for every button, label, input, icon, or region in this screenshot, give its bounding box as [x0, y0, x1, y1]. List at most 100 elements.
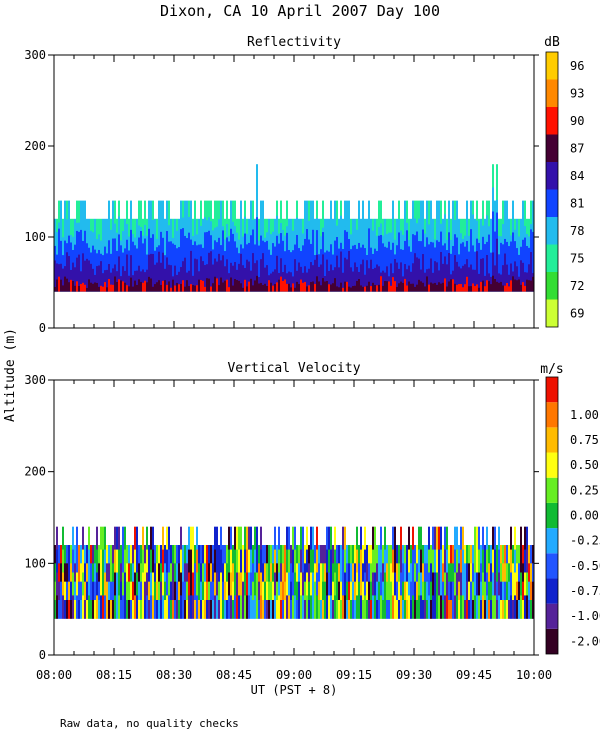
reflectivity-cell [502, 265, 504, 292]
reflectivity-cell [354, 285, 356, 292]
velocity-cell [498, 549, 500, 573]
velocity-cell [318, 545, 320, 564]
velocity-cell [180, 595, 182, 619]
velocity-cell [60, 600, 62, 619]
velocity-cell [198, 581, 200, 601]
velocity-cell [444, 549, 446, 573]
velocity-cell [472, 581, 474, 601]
reflectivity-cell [324, 252, 326, 292]
velocity-cell [98, 600, 100, 619]
reflectivity-cell [456, 284, 458, 292]
reflectivity-cell [138, 279, 140, 292]
reflectivity-cell [342, 249, 344, 292]
reflectivity-cell [86, 258, 88, 292]
reflectivity-cell [306, 229, 308, 292]
velocity-cell [118, 526, 120, 551]
velocity-cell [114, 595, 116, 619]
velocity-cell [248, 549, 250, 573]
velocity-cell [420, 549, 422, 573]
velocity-cell [530, 545, 532, 564]
reflectivity-cell [344, 257, 346, 292]
velocity-cell [182, 600, 184, 619]
velocity-cell [218, 545, 220, 564]
colorbar-swatch [546, 107, 558, 135]
velocity-cell [316, 526, 318, 551]
velocity-cell [122, 549, 124, 573]
reflectivity-cell [530, 252, 532, 292]
reflectivity-cell [142, 269, 144, 292]
velocity-cell [388, 545, 390, 564]
velocity-cell [62, 595, 64, 619]
reflectivity-cell [382, 243, 384, 292]
reflectivity-cell [220, 260, 222, 292]
velocity-cell [128, 563, 130, 583]
reflectivity-cell [184, 257, 186, 292]
reflectivity-cell [264, 242, 266, 292]
velocity-cell [430, 563, 432, 583]
reflectivity-cell [160, 284, 162, 292]
velocity-cell [472, 600, 474, 619]
velocity-cell [292, 572, 294, 596]
velocity-cell [136, 526, 138, 551]
velocity-cell [286, 572, 288, 596]
velocity-cell [364, 526, 366, 551]
reflectivity-cell [112, 284, 114, 292]
velocity-cell [142, 526, 144, 551]
velocity-cell [482, 549, 484, 573]
reflectivity-cell [178, 284, 180, 292]
reflectivity-cell [372, 282, 374, 292]
velocity-cell [384, 526, 386, 551]
velocity-cell [354, 563, 356, 583]
reflectivity-cell [416, 284, 418, 292]
x-tick-label: 09:45 [456, 668, 492, 682]
velocity-cell [382, 563, 384, 583]
velocity-cell [250, 572, 252, 596]
reflectivity-cell [362, 259, 364, 292]
velocity-cell [274, 526, 276, 551]
velocity-cell [204, 600, 206, 619]
velocity-cell [98, 545, 100, 564]
velocity-cell [88, 595, 90, 619]
reflectivity-cell [196, 259, 198, 292]
velocity-cell [484, 563, 486, 583]
reflectivity-cell [408, 265, 410, 292]
velocity-cell [224, 600, 226, 619]
velocity-cell [138, 563, 140, 583]
velocity-cell [234, 549, 236, 573]
velocity-cell [470, 545, 472, 564]
velocity-cell [374, 549, 376, 573]
velocity-cell [210, 563, 212, 583]
velocity-cell [428, 549, 430, 573]
velocity-cell [124, 572, 126, 596]
reflectivity-cell [512, 276, 514, 292]
reflectivity-cell [182, 261, 184, 292]
reflectivity-cell [470, 229, 472, 292]
velocity-cell [460, 572, 462, 596]
velocity-cell [270, 581, 272, 601]
velocity-cell [374, 526, 376, 551]
velocity-cell [54, 545, 56, 564]
velocity-cell [436, 572, 438, 596]
velocity-cell [106, 600, 108, 619]
velocity-cell [460, 549, 462, 573]
velocity-cell [428, 526, 430, 551]
velocity-cell [242, 581, 244, 601]
reflectivity-cell [492, 275, 494, 292]
velocity-cell [470, 563, 472, 583]
velocity-cell [268, 545, 270, 564]
reflectivity-cell [110, 284, 112, 292]
velocity-cell [330, 595, 332, 619]
reflectivity-cell [262, 253, 264, 292]
velocity-cell [268, 581, 270, 601]
velocity-cell [474, 595, 476, 619]
reflectivity-cell [410, 283, 412, 292]
velocity-cell [424, 545, 426, 564]
reflectivity-cell [298, 284, 300, 292]
velocity-cell [312, 549, 314, 573]
velocity-cell [418, 572, 420, 596]
velocity-cell [202, 581, 204, 601]
velocity-cell [528, 581, 530, 601]
velocity-cell [78, 581, 80, 601]
velocity-cell [524, 549, 526, 573]
reflectivity-cell [124, 248, 126, 292]
